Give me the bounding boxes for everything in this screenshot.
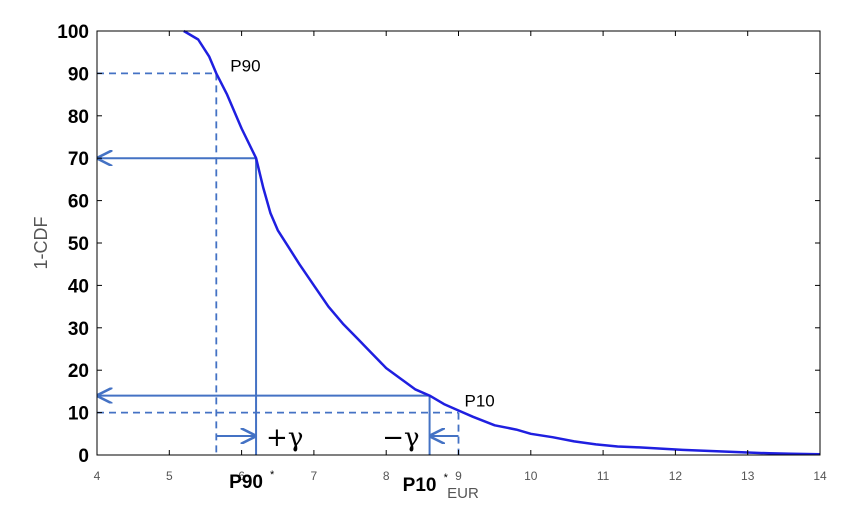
y-tick-label: 0 <box>78 446 89 467</box>
axis-ticks: 0 10 20 30 40 50 60 70 80 90 100 4 5 6 7 8 9 10 11 12 13 14 1-… <box>31 22 827 502</box>
x-tick-label: 5 <box>166 469 173 483</box>
x-tick-label: 12 <box>669 469 683 483</box>
plus-gamma-label: +γ <box>266 423 303 453</box>
y-tick-label: 100 <box>57 22 89 43</box>
x-tick-label: 10 <box>524 469 538 483</box>
x-tick-label: 9 <box>455 469 462 483</box>
p10-star-superscript: * <box>444 472 449 484</box>
series-line <box>183 29 821 456</box>
y-tick-label: 30 <box>68 319 89 340</box>
x-tick-label: 6 <box>238 469 245 483</box>
y-tick-label: 40 <box>68 276 89 297</box>
y-tick-label: 80 <box>68 107 89 128</box>
x-axis-label: EUR <box>447 485 479 502</box>
p90-label: P90 <box>230 56 260 75</box>
p90-star-superscript: * <box>270 469 275 481</box>
x-tick-label: 11 <box>597 469 610 483</box>
p10-label: P10 <box>465 392 495 411</box>
p90-star-label: P90 <box>229 472 263 493</box>
y-tick-label: 90 <box>68 64 89 85</box>
y-tick-label: 70 <box>68 149 89 170</box>
x-tick-label: 4 <box>94 469 101 483</box>
x-tick-label: 14 <box>813 469 827 483</box>
x-tick-label: 13 <box>741 469 755 483</box>
y-tick-label: 50 <box>68 234 89 255</box>
plot-area-border <box>96 30 821 456</box>
y-axis-label: 1-CDF <box>31 216 51 269</box>
p10-star-label: P10 <box>403 475 437 496</box>
minus-gamma-label: −γ <box>382 423 419 453</box>
x-tick-label: 7 <box>311 469 318 483</box>
annotations: P90 P10 +γ −γ P90 * P10 * <box>229 56 495 496</box>
reference-lines <box>97 72 460 455</box>
y-tick-label: 60 <box>68 192 89 213</box>
y-tick-label: 10 <box>68 404 89 425</box>
series-layer <box>183 29 821 456</box>
x-tick-label: 8 <box>383 469 390 483</box>
y-tick-label: 20 <box>68 361 89 382</box>
